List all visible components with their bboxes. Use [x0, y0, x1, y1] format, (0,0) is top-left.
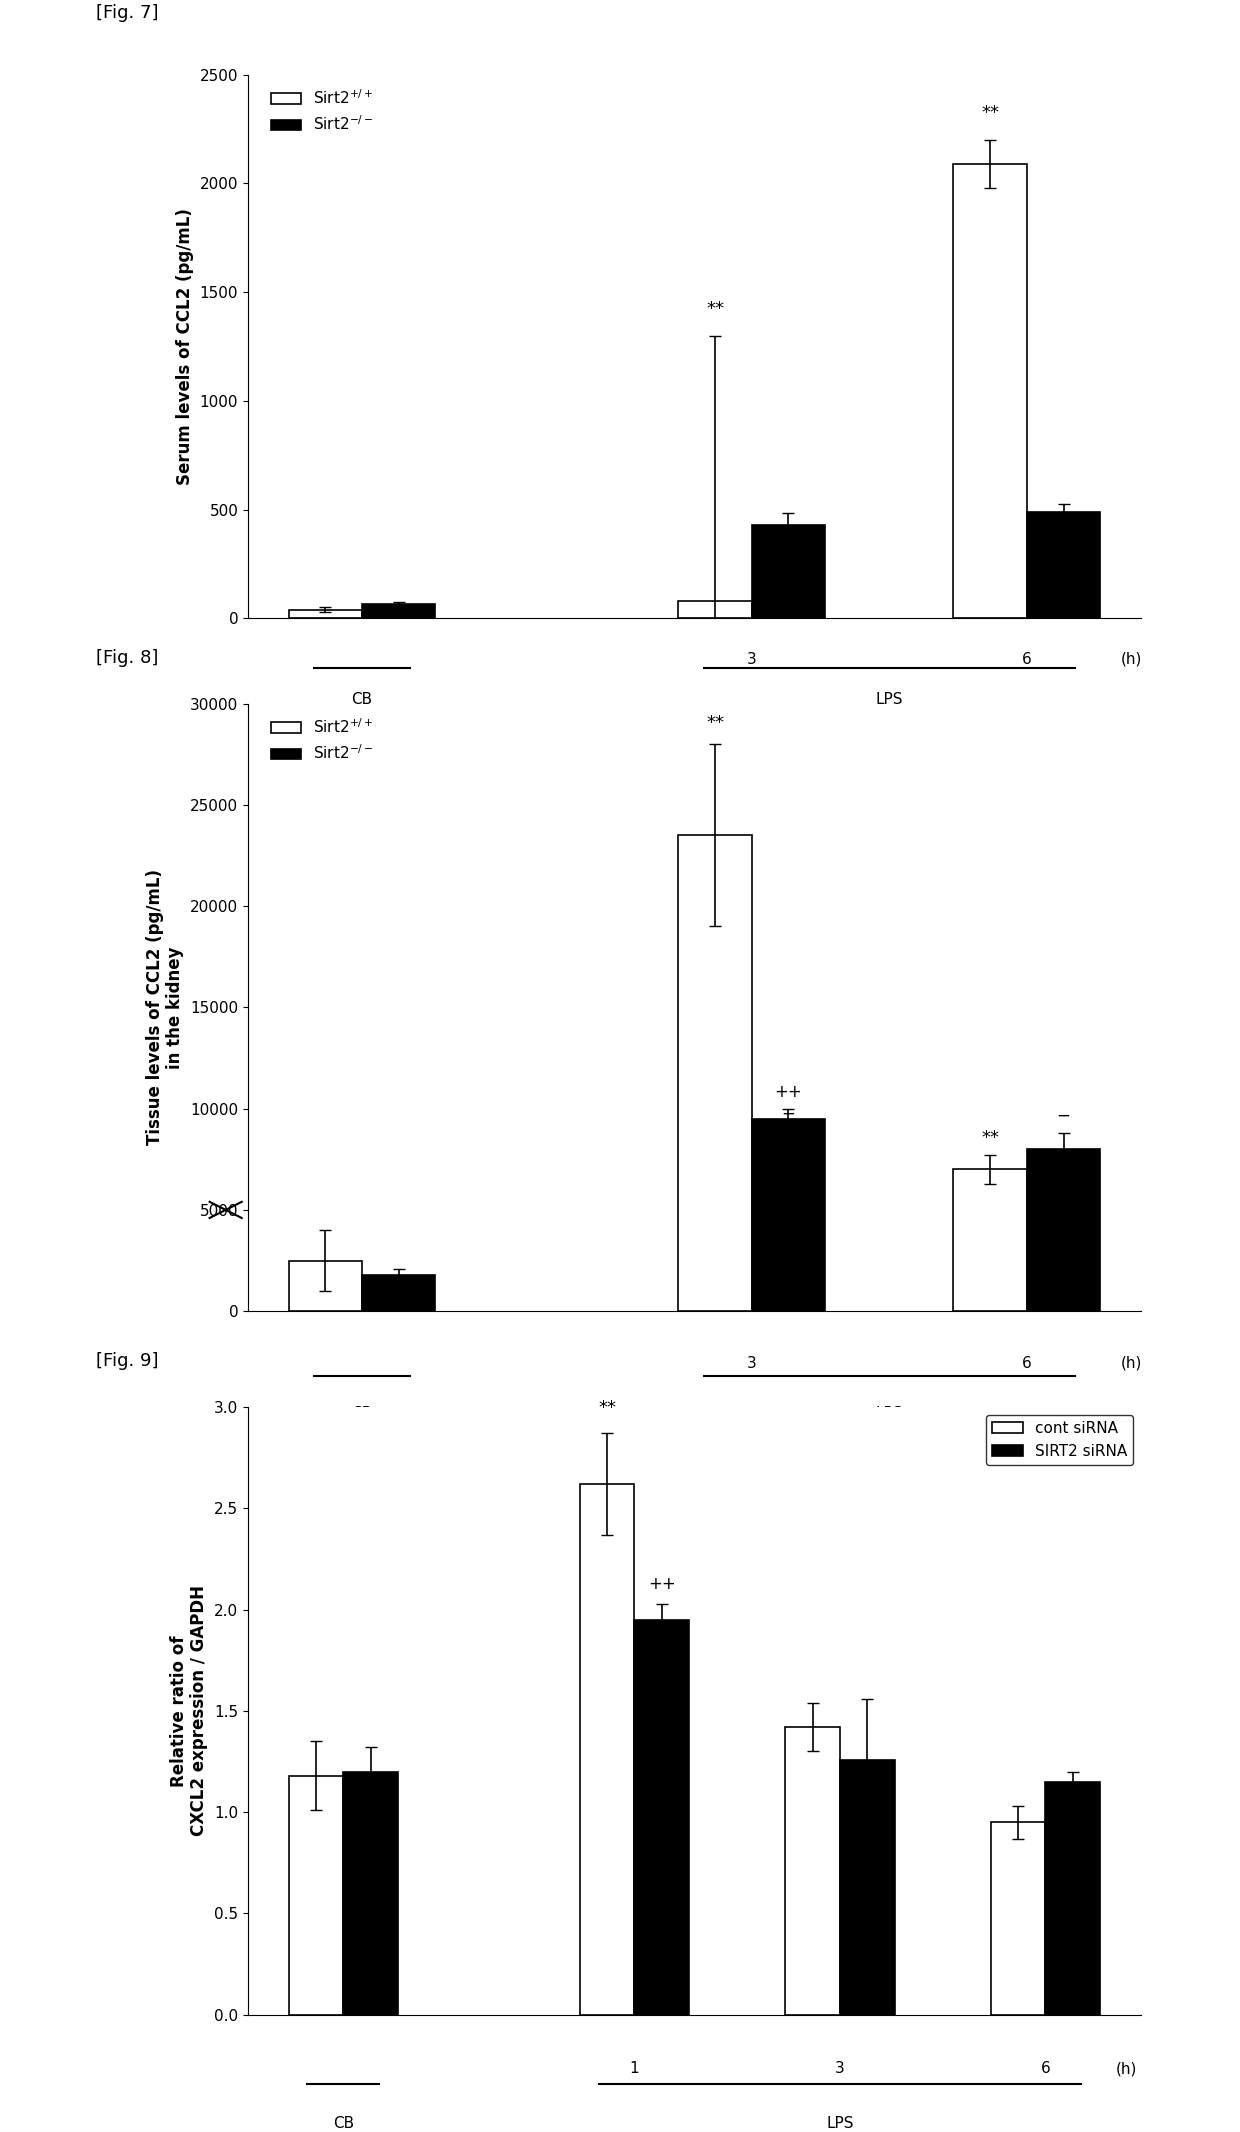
Bar: [1045, 1782, 1100, 2015]
Bar: [1027, 512, 1100, 618]
Text: **: **: [598, 1399, 616, 1418]
Text: [Fig. 7]: [Fig. 7]: [97, 4, 159, 21]
Bar: [343, 1772, 398, 2015]
Text: **: **: [706, 301, 724, 318]
Bar: [362, 1275, 435, 1311]
Bar: [954, 164, 1027, 618]
Legend: Sirt2$^{+/+}$, Sirt2$^{-/-}$: Sirt2$^{+/+}$, Sirt2$^{-/-}$: [264, 712, 379, 768]
Text: 1: 1: [630, 2062, 640, 2077]
Bar: [1027, 1149, 1100, 1311]
Text: (h): (h): [1121, 1356, 1142, 1371]
Text: LPS: LPS: [826, 2115, 853, 2132]
Text: (h): (h): [1116, 2062, 1137, 2077]
Text: −: −: [781, 1104, 795, 1124]
Bar: [839, 1759, 895, 2015]
Bar: [751, 1119, 825, 1311]
Text: CB: CB: [351, 1407, 372, 1422]
Bar: [289, 610, 362, 618]
Legend: cont siRNA, SIRT2 siRNA: cont siRNA, SIRT2 siRNA: [986, 1416, 1133, 1465]
Bar: [991, 1823, 1045, 2015]
Text: 3: 3: [746, 1356, 756, 1371]
Text: LPS: LPS: [875, 693, 903, 708]
Text: 6: 6: [1022, 652, 1032, 667]
Y-axis label: Relative ratio of
CXCL2 expression / GAPDH: Relative ratio of CXCL2 expression / GAP…: [170, 1586, 208, 1836]
Text: ++: ++: [649, 1576, 676, 1593]
Legend: Sirt2$^{+/+}$, Sirt2$^{-/-}$: Sirt2$^{+/+}$, Sirt2$^{-/-}$: [264, 83, 379, 139]
Text: 6: 6: [1022, 1356, 1032, 1371]
Text: [Fig. 9]: [Fig. 9]: [97, 1352, 159, 1371]
Bar: [289, 1776, 343, 2015]
Text: [Fig. 8]: [Fig. 8]: [97, 648, 159, 667]
Text: CB: CB: [351, 693, 372, 708]
Text: **: **: [706, 714, 724, 731]
Bar: [579, 1484, 635, 2015]
Bar: [751, 524, 825, 618]
Text: **: **: [981, 104, 999, 122]
Bar: [635, 1620, 689, 2015]
Text: 3: 3: [746, 652, 756, 667]
Bar: [785, 1727, 839, 2015]
Text: 3: 3: [835, 2062, 844, 2077]
Bar: [678, 836, 751, 1311]
Y-axis label: Tissue levels of CCL2 (pg/mL)
in the kidney: Tissue levels of CCL2 (pg/mL) in the kid…: [145, 870, 185, 1145]
Text: CB: CB: [332, 2115, 353, 2132]
Bar: [289, 1260, 362, 1311]
Bar: [678, 601, 751, 618]
Y-axis label: Serum levels of CCL2 (pg/mL): Serum levels of CCL2 (pg/mL): [176, 209, 195, 484]
Bar: [954, 1168, 1027, 1311]
Text: LPS: LPS: [875, 1407, 903, 1422]
Text: −: −: [1056, 1107, 1070, 1126]
Bar: [362, 603, 435, 618]
Text: **: **: [981, 1130, 999, 1147]
Text: ++: ++: [775, 1083, 802, 1100]
Text: 6: 6: [1040, 2062, 1050, 2077]
Text: (h): (h): [1121, 652, 1142, 667]
